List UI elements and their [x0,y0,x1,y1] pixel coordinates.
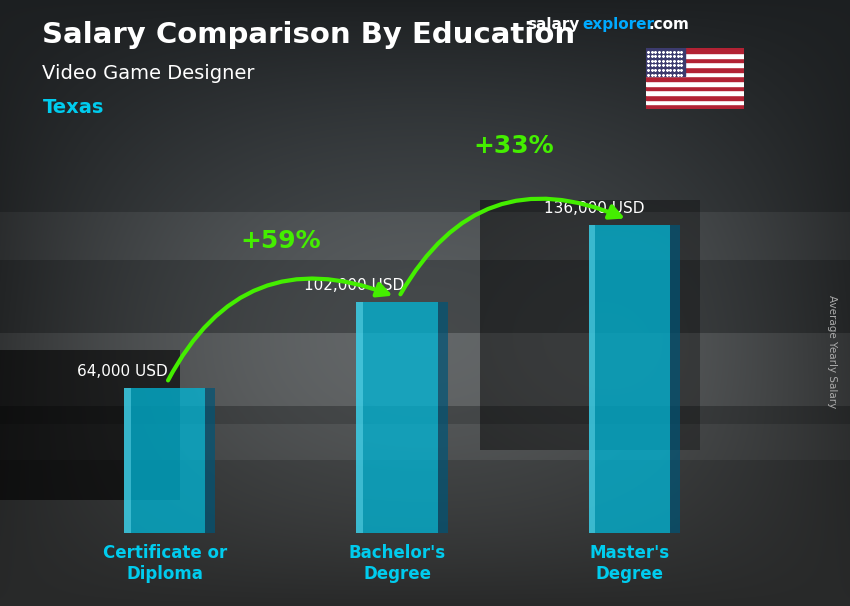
Bar [124,388,131,533]
Bar [646,48,685,76]
Text: +33%: +33% [473,135,553,159]
Text: +59%: +59% [241,228,321,253]
Text: Salary Comparison By Education: Salary Comparison By Education [42,21,575,49]
Text: .com: .com [649,17,689,32]
Text: explorer: explorer [582,17,654,32]
Bar [356,302,363,533]
Text: Texas: Texas [42,98,104,117]
Bar [356,302,438,533]
Text: Video Game Designer: Video Game Designer [42,64,255,82]
Bar [646,76,744,81]
Text: Average Yearly Salary: Average Yearly Salary [827,295,837,408]
Bar [646,95,744,100]
Bar [646,53,744,58]
Bar [646,100,744,104]
Text: 102,000 USD: 102,000 USD [304,278,405,293]
Bar [646,86,744,90]
Bar [646,104,744,109]
Bar [646,72,744,76]
Bar [670,225,680,533]
Text: 64,000 USD: 64,000 USD [76,364,167,379]
Bar [124,388,206,533]
Bar [206,388,215,533]
Bar [589,225,595,533]
Bar [438,302,448,533]
Text: 136,000 USD: 136,000 USD [544,201,645,216]
Bar [646,81,744,86]
Bar [646,67,744,72]
Bar [589,225,670,533]
Text: salary: salary [527,17,580,32]
Bar [646,58,744,62]
Bar [646,62,744,67]
Bar [646,48,744,53]
Bar [646,90,744,95]
